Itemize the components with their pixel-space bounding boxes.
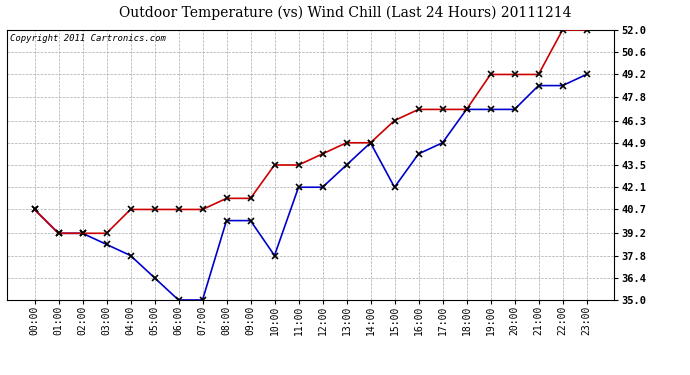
Text: Outdoor Temperature (vs) Wind Chill (Last 24 Hours) 20111214: Outdoor Temperature (vs) Wind Chill (Las… <box>119 6 571 20</box>
Text: Copyright 2011 Cartronics.com: Copyright 2011 Cartronics.com <box>10 34 166 43</box>
